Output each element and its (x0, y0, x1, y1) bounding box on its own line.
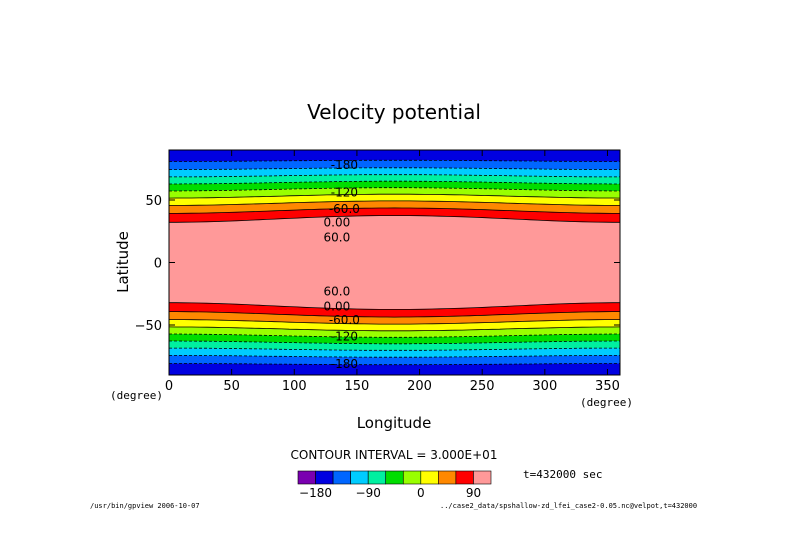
contour-fill-bands (169, 150, 620, 375)
x-axis-ticks: 0 50 100 150 200 250 300 350 (165, 150, 620, 394)
x-tick-label: 250 (470, 379, 495, 394)
y-tick-label: 50 (145, 194, 162, 209)
colorbar-label: −180 (299, 486, 332, 500)
footer-left: /usr/bin/gpview 2006-10-07 (90, 502, 200, 510)
contour-label: 0.00 (324, 299, 351, 313)
colorbar-swatch (385, 470, 404, 485)
contour-line--30-north (169, 187, 620, 192)
contour-label: -60.0 (329, 313, 360, 327)
contour-label: -180 (331, 158, 358, 172)
contour-line-30-north (169, 200, 620, 206)
contour-line--120-south (169, 354, 620, 358)
colorbar-swatch (402, 470, 422, 485)
contour-line-90-south (169, 302, 620, 310)
colorbar-swatch (350, 470, 369, 485)
contour-label: -120 (331, 186, 358, 200)
y-axis-ticks: 50 0 −50 (135, 194, 620, 334)
contour-label: -120 (331, 329, 358, 343)
colorbar-label: 0 (417, 486, 425, 500)
contour-label: -60.0 (329, 202, 360, 216)
time-text: t=432000 sec (523, 468, 602, 481)
colorbar-swatch (367, 470, 387, 485)
contour-label: 0.00 (324, 216, 351, 230)
colorbar-swatch (438, 470, 457, 485)
contour-line--90-north (169, 174, 620, 178)
colorbar-label: 90 (466, 486, 481, 500)
contour-line--120-north (169, 167, 620, 171)
contour-interval-text: CONTOUR INTERVAL = 3.000E+01 (291, 448, 498, 462)
colorbar-swatch (315, 470, 334, 485)
contour-lines (168, 149, 621, 376)
x-tick-label: 300 (532, 379, 557, 394)
contour-labels: -180-120-60.00.0060.060.00.00-60.0-120-1… (324, 158, 360, 371)
y-axis-label: Latitude (114, 231, 132, 293)
contour-line-0-north (168, 193, 621, 199)
contour-line-30-south (169, 319, 620, 325)
contour-line--30-south (169, 333, 620, 338)
x-axis-label: Longitude (357, 414, 432, 432)
colorbar-swatch (473, 470, 492, 485)
y-tick-label: −50 (135, 319, 162, 334)
footer-right: ../case2_data/spshallow-zd_lfei_case2-0.… (440, 502, 698, 510)
x-tick-label: 200 (407, 379, 432, 394)
contour-line-90-north (169, 215, 620, 223)
contour-line--150-north (169, 159, 620, 162)
contour-line--60-south (169, 340, 620, 345)
x-tick-label: 0 (165, 379, 173, 394)
colorbar-swatch (420, 470, 439, 485)
contour-line-0-south (168, 326, 621, 332)
colorbar-swatch (455, 470, 474, 485)
contour-line--60-north (169, 180, 620, 185)
contour-label: 60.0 (324, 284, 351, 298)
colorbar: −180 −90 0 90 (297, 470, 492, 500)
contour-label: 60.0 (324, 231, 351, 245)
contour-line--90-south (169, 347, 620, 351)
colorbar-label: −90 (356, 486, 381, 500)
x-tick-label: 50 (223, 379, 240, 394)
y-axis-unit: (degree) (110, 389, 163, 402)
x-tick-label: 150 (345, 379, 370, 394)
contour-label: -180 (331, 357, 358, 371)
y-tick-label: 0 (154, 257, 162, 272)
colorbar-swatch (297, 470, 316, 485)
x-axis-unit: (degree) (580, 396, 633, 409)
contour-line-60-south (169, 311, 620, 318)
band-above-90 (169, 215, 620, 310)
colorbar-swatch (332, 470, 351, 485)
x-tick-label: 350 (595, 379, 620, 394)
contour-line--150-south (169, 363, 620, 366)
contour-line-60-north (169, 207, 620, 214)
chart-title: Velocity potential (307, 100, 481, 124)
x-tick-label: 100 (282, 379, 307, 394)
